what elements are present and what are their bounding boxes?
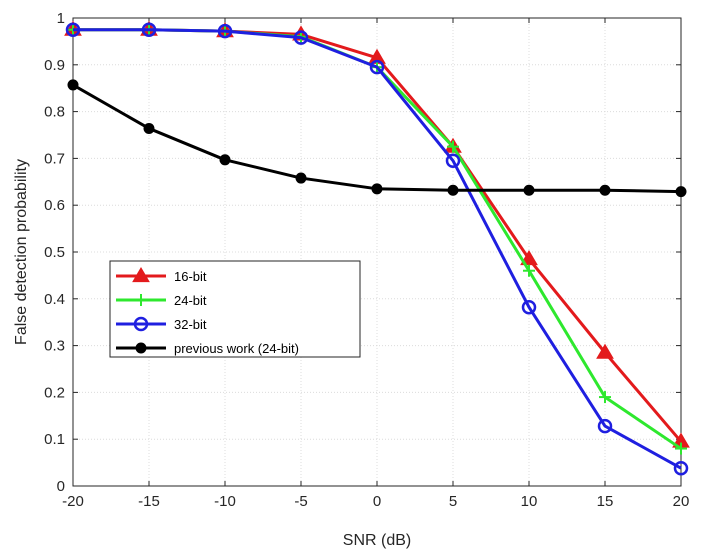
series-4-point xyxy=(143,122,155,134)
series-3-point xyxy=(597,418,613,434)
x-tick-label: -15 xyxy=(138,493,160,510)
x-tick-label: 10 xyxy=(521,493,538,510)
y-tick-label: 1 xyxy=(57,10,65,27)
y-tick-label: 0.4 xyxy=(44,291,65,308)
x-tick-label: 5 xyxy=(449,493,457,510)
legend-swatch-marker xyxy=(133,316,149,332)
x-tick-label: -10 xyxy=(214,493,236,510)
series-3-line xyxy=(73,28,682,470)
series-4-point xyxy=(447,184,459,196)
y-tick-label: 0.9 xyxy=(44,57,65,74)
series-3-point xyxy=(521,299,537,315)
x-tick-label: 20 xyxy=(673,493,690,510)
series-group xyxy=(64,20,690,476)
y-tick-label: 0.2 xyxy=(44,384,65,401)
series-4-point xyxy=(675,186,687,198)
series-3-point xyxy=(445,153,461,168)
legend-label: 32-bit xyxy=(174,317,207,332)
y-tick-label: 0.6 xyxy=(44,197,65,214)
legend-label: 16-bit xyxy=(174,269,207,284)
y-tick-label: 0 xyxy=(57,478,65,495)
legend: 16-bit 24-bit 32-bit previous work (24-bit) xyxy=(109,260,361,358)
series-4-point xyxy=(599,184,611,196)
series-3-point xyxy=(369,59,385,75)
series-2-point xyxy=(523,264,535,277)
series-4 xyxy=(67,79,687,198)
series-2-point xyxy=(675,442,687,455)
y-tick-label: 0.7 xyxy=(44,150,65,167)
series-3 xyxy=(65,22,689,476)
y-tick-label: 0.1 xyxy=(44,431,65,448)
series-2-point xyxy=(447,140,459,153)
series-4-point xyxy=(67,79,79,91)
series-1-point xyxy=(596,343,614,359)
legend-label: previous work (24-bit) xyxy=(174,341,299,356)
legend-label: 24-bit xyxy=(174,293,207,308)
series-2-line xyxy=(73,28,682,450)
series-3-point xyxy=(673,460,689,476)
x-axis-ticks: -20 -15 -10 -5 0 5 10 15 20 xyxy=(62,18,689,510)
series-3-point xyxy=(141,22,157,37)
series-1-line xyxy=(73,28,683,443)
series-3-point xyxy=(293,30,309,45)
y-axis-label: False detection probability xyxy=(13,159,30,345)
y-tick-label: 0.3 xyxy=(44,338,65,355)
series-2-point xyxy=(599,391,611,404)
legend-item: 32-bit xyxy=(116,316,207,332)
series-2 xyxy=(67,23,687,455)
y-tick-label: 0.8 xyxy=(44,104,65,121)
y-axis-ticks: 0 0.1 0.2 0.3 0.4 0.5 0.6 0.7 0.8 0.9 1 xyxy=(44,10,681,495)
series-1-point xyxy=(520,250,538,266)
x-tick-label: -5 xyxy=(294,493,307,510)
series-3-point xyxy=(217,23,233,39)
series-4-point xyxy=(219,154,231,166)
x-tick-label: 15 xyxy=(597,493,614,510)
series-4-point xyxy=(523,184,535,196)
legend-item: 24-bit xyxy=(116,293,207,308)
legend-item: previous work (24-bit) xyxy=(116,341,299,356)
legend-swatch-marker xyxy=(132,267,150,283)
grid-lines xyxy=(73,18,681,486)
x-tick-label: 0 xyxy=(373,493,381,510)
legend-item: 16-bit xyxy=(116,267,207,284)
y-tick-label: 0.5 xyxy=(44,244,65,261)
x-axis-label: SNR (dB) xyxy=(343,532,411,549)
series-4-point xyxy=(295,172,307,184)
legend-swatch-marker xyxy=(135,342,147,354)
series-4-point xyxy=(371,183,383,195)
x-tick-label: -20 xyxy=(62,493,84,510)
series-3-point xyxy=(65,22,81,37)
legend-swatch-marker xyxy=(135,294,147,306)
